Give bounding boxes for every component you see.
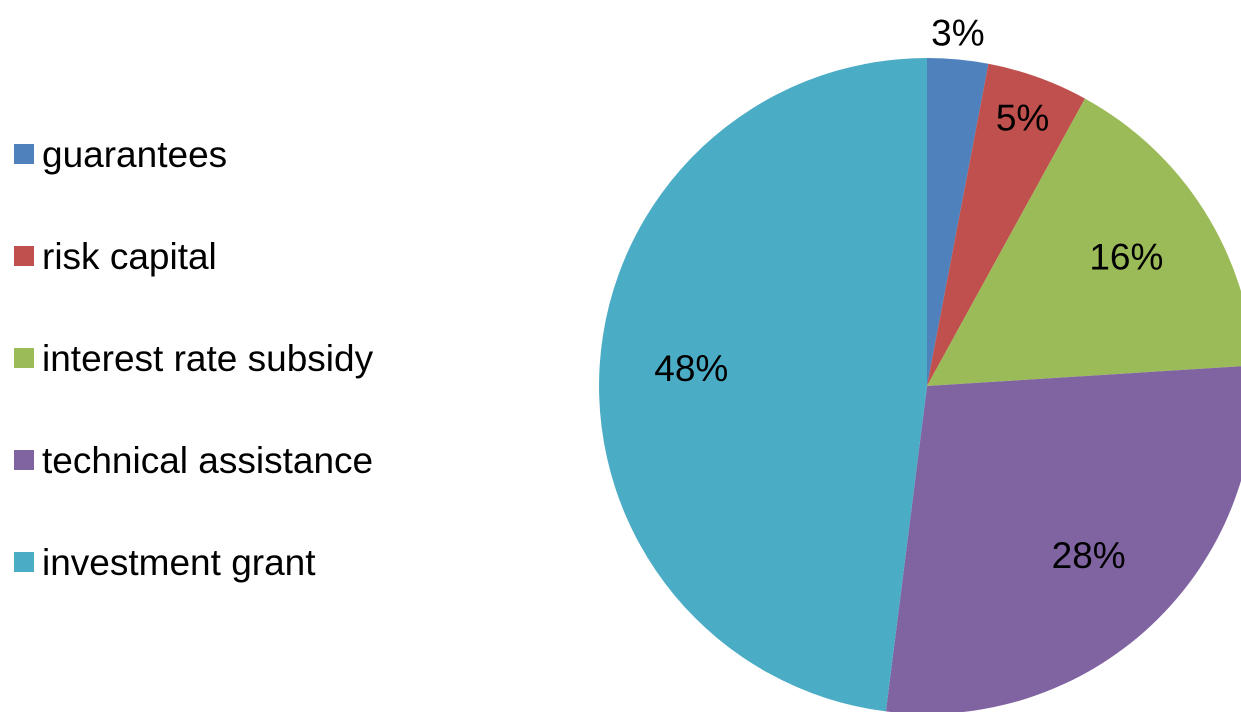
slice-data-label: 5% [996, 97, 1049, 138]
pie-slice-labels: 3% 5% 16% 28% 48% [654, 12, 1163, 576]
legend-label: interest rate subsidy [42, 337, 374, 379]
legend-swatch [14, 450, 34, 470]
legend-label: risk capital [42, 235, 217, 277]
legend-item: guarantees [14, 128, 373, 180]
legend-swatch [14, 552, 34, 572]
legend-label: technical assistance [42, 439, 374, 481]
pie-slice-investment-grant [599, 58, 927, 712]
pie-slice-interest-rate-subsidy [927, 98, 1241, 386]
slice-data-label: 16% [1089, 236, 1163, 277]
legend-item: investment grant [14, 536, 373, 588]
legend-swatch [14, 348, 34, 368]
legend-item: technical assistance [14, 434, 373, 486]
slice-data-label: 48% [654, 348, 728, 389]
pie-slices [599, 58, 1241, 712]
slice-data-label: 28% [1052, 535, 1126, 576]
legend-item: risk capital [14, 230, 373, 282]
pie-slice-guarantees [927, 58, 989, 386]
legend-item: interest rate subsidy [14, 332, 373, 384]
legend-label: investment grant [42, 541, 316, 583]
pie-slice-technical-assistance [885, 366, 1241, 712]
legend-swatch [14, 144, 34, 164]
pie-slice-risk-capital [927, 63, 1086, 387]
legend-label: guarantees [42, 133, 228, 175]
legend-swatch [14, 246, 34, 266]
slice-data-label: 3% [931, 12, 984, 53]
chart-legend: guarantees risk capital interest rate subs… [14, 128, 373, 638]
